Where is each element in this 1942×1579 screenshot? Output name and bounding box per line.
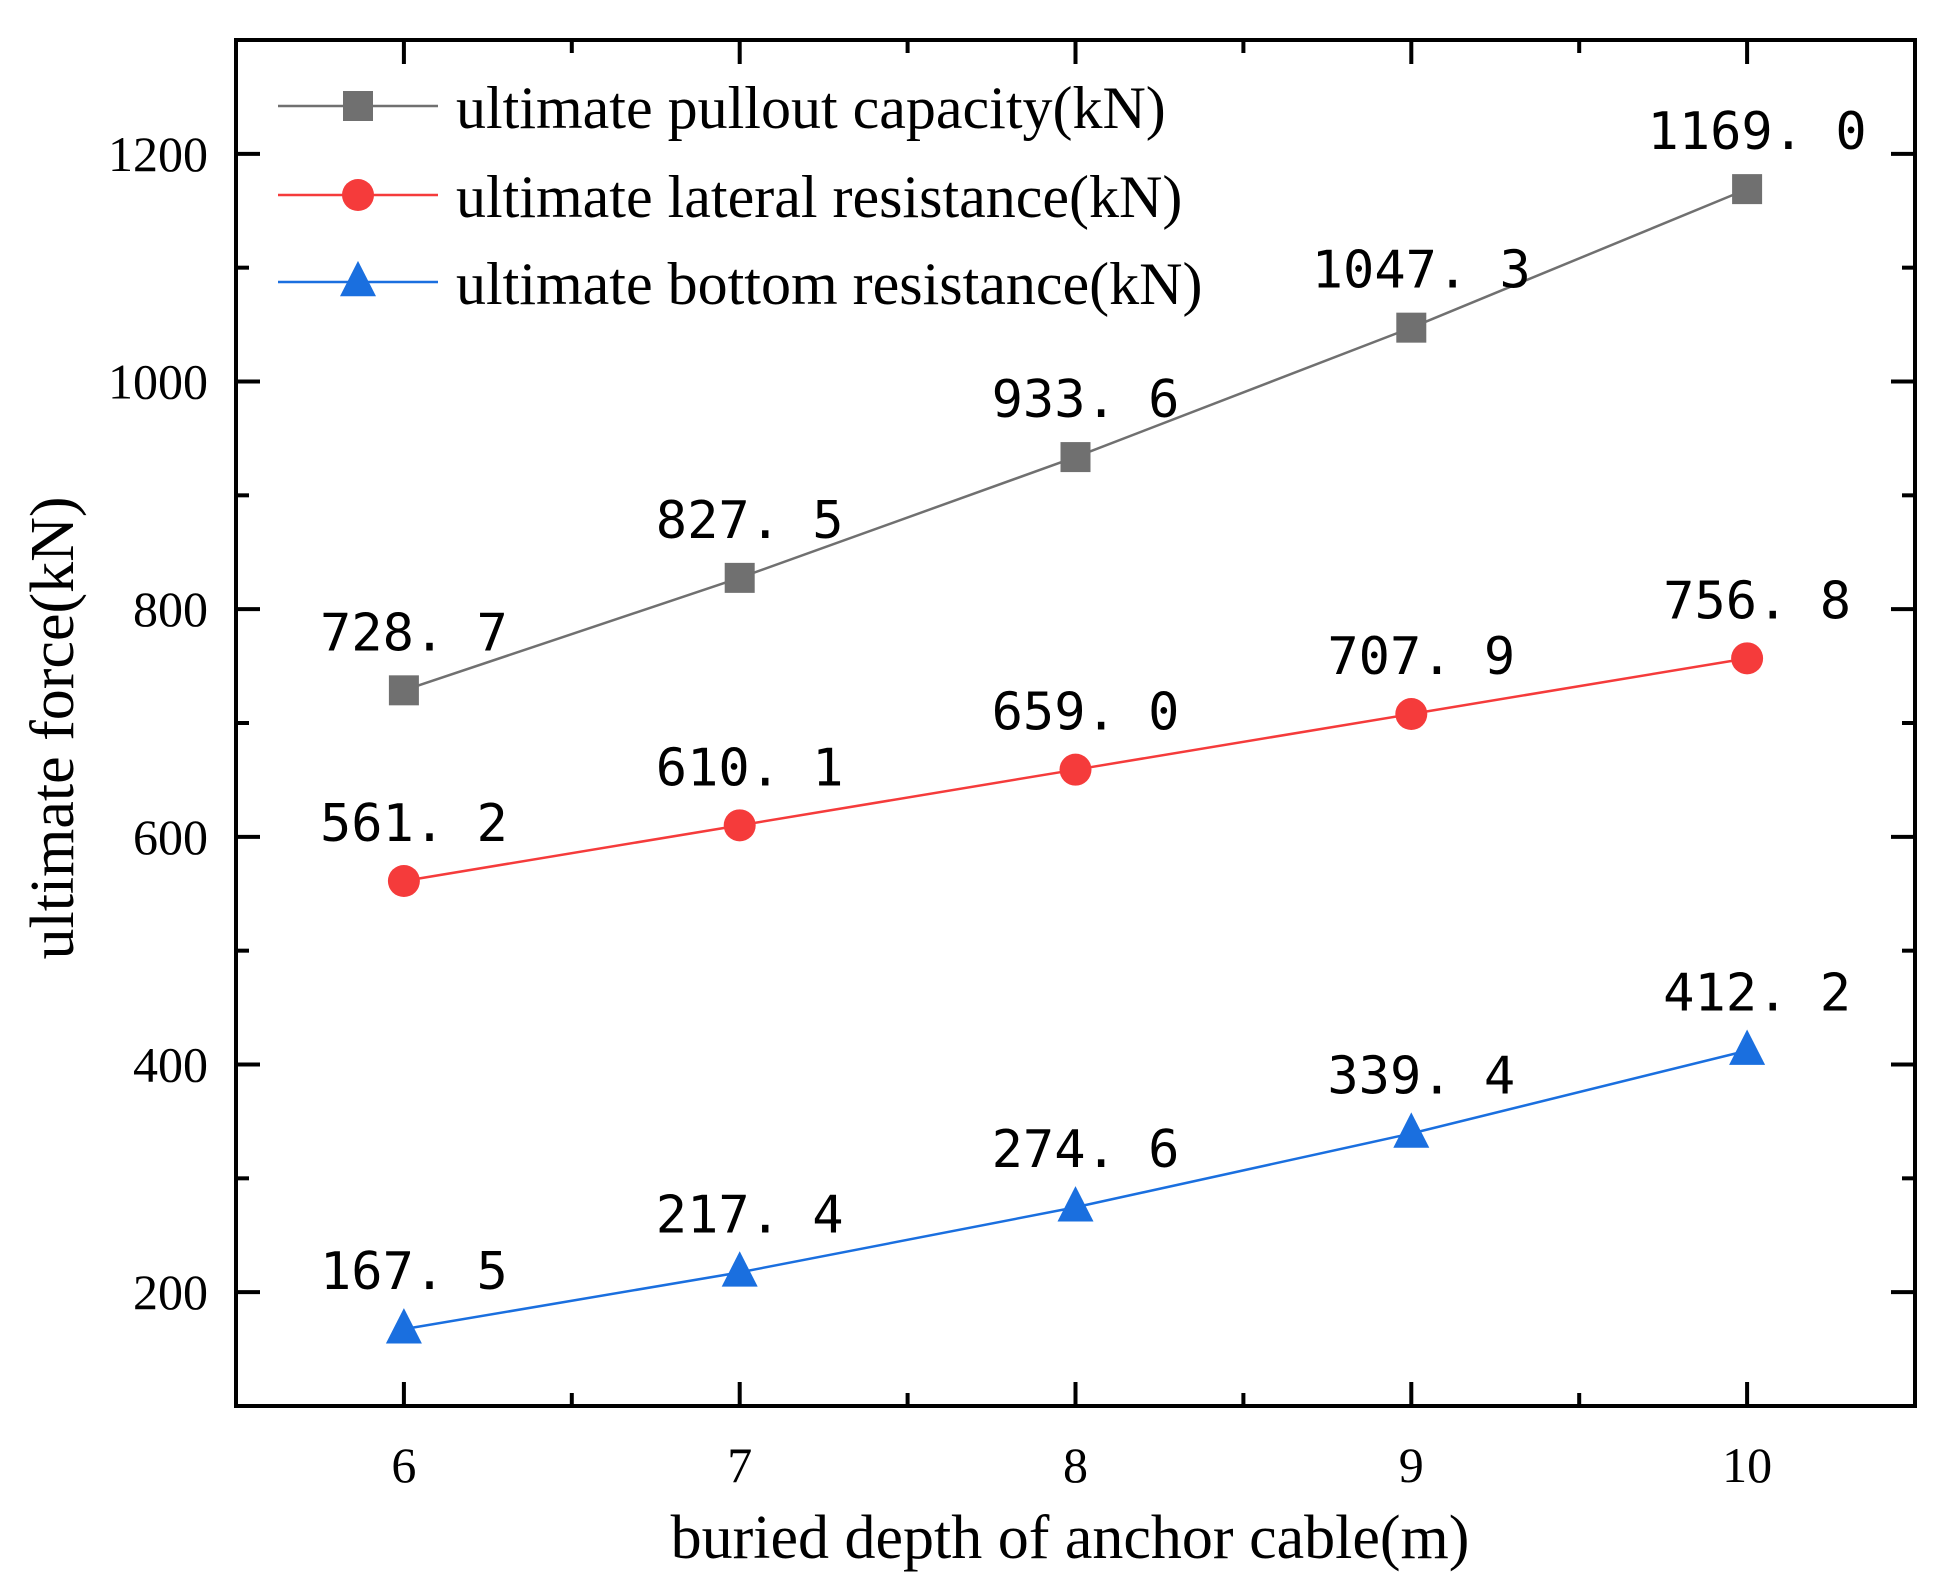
legend-label: ultimate bottom resistance(kN) [456,251,1202,317]
data-label-bottom: 339. 4 [1327,1046,1515,1106]
legend-item-lateral: ultimate lateral resistance(kN) [278,164,1182,230]
data-point-pullout [1732,174,1763,205]
legend-marker [343,91,373,121]
data-label-lateral: 707. 9 [1327,627,1515,687]
data-point-bottom [721,1251,758,1287]
data-label-pullout: 933. 6 [992,370,1180,430]
series-markers [385,174,1766,1344]
data-label-pullout: 827. 5 [656,491,844,551]
data-point-bottom [1057,1186,1094,1222]
data-point-pullout [1396,312,1427,343]
data-point-lateral [387,865,420,898]
data-label-lateral: 756. 8 [1663,571,1851,631]
data-label-bottom: 217. 4 [656,1185,844,1245]
data-point-pullout [1060,442,1091,473]
y-tick-label: 200 [133,1264,208,1320]
legend-marker [342,179,374,211]
x-tick-label: 8 [1063,1437,1088,1493]
data-label-pullout: 728. 7 [320,603,508,663]
x-tick-label: 7 [727,1437,752,1493]
legend-item-pullout: ultimate pullout capacity(kN) [278,75,1166,141]
y-tick-label: 800 [133,581,208,637]
legend: ultimate pullout capacity(kN) ultimate la… [278,75,1202,317]
y-axis-title: ultimate force(kN) [19,496,87,959]
data-point-bottom [1729,1029,1766,1065]
data-labels: 728. 7 827. 5 933. 6 1047. 3 1169. 0 561. 2 61… [320,102,1867,1302]
data-point-pullout [724,562,755,593]
data-point-lateral [1395,698,1428,731]
data-label-lateral: 561. 2 [320,794,508,854]
x-tick-label: 10 [1722,1437,1772,1493]
x-tick-label: 9 [1399,1437,1424,1493]
plot-frame [234,38,1917,1408]
y-tick-label: 1200 [108,126,208,182]
x-axis-title: buried depth of anchor cable(m) [671,1504,1470,1572]
y-tick-label: 400 [133,1037,208,1093]
data-point-pullout [388,675,419,706]
data-point-bottom [1393,1112,1430,1148]
legend-label: ultimate pullout capacity(kN) [456,75,1166,141]
y-tick-label: 1000 [108,354,208,410]
data-label-lateral: 659. 0 [992,683,1180,743]
x-tick-label: 6 [391,1437,416,1493]
data-label-pullout: 1047. 3 [1312,241,1531,301]
y-tick-label: 600 [133,809,208,865]
data-label-bottom: 412. 2 [1663,964,1851,1024]
data-label-bottom: 274. 6 [992,1120,1180,1180]
legend-item-bottom: ultimate bottom resistance(kN) [278,251,1202,317]
data-point-lateral [723,809,756,842]
data-label-lateral: 610. 1 [656,738,844,798]
legend-label: ultimate lateral resistance(kN) [456,164,1182,230]
data-point-lateral [1059,753,1092,786]
axis-ticks: 6 7 8 9 10 200 400 600 800 1000 1200 [108,40,1915,1493]
data-point-bottom [385,1308,422,1344]
legend-marker [340,260,376,297]
data-label-bottom: 167. 5 [320,1242,508,1302]
data-label-pullout: 1169. 0 [1648,102,1867,162]
data-point-lateral [1731,642,1764,675]
